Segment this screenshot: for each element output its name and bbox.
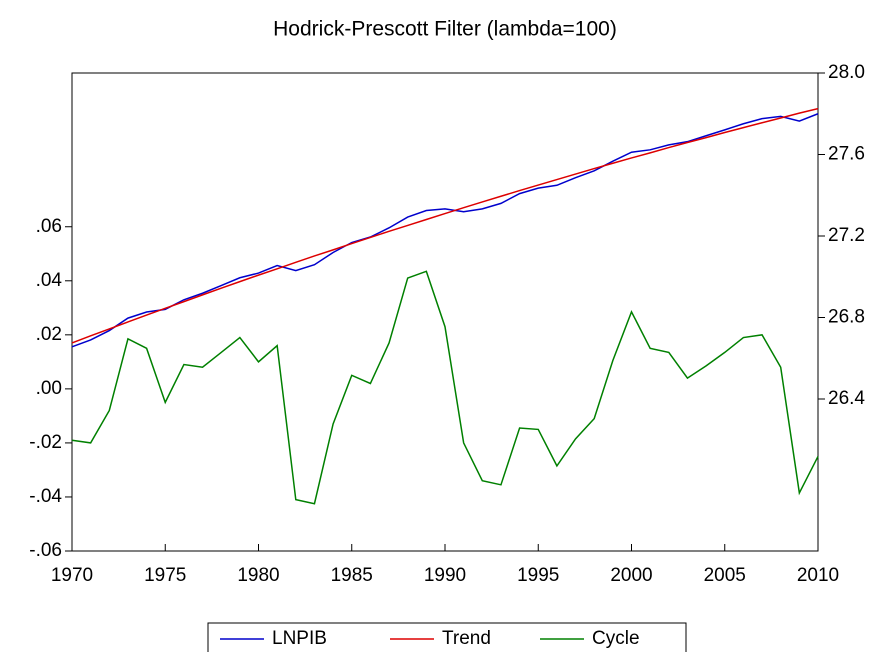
y-tick-label: .06 <box>36 216 62 237</box>
y2-tick-label: 26.8 <box>828 307 865 328</box>
y2-tick-label: 26.4 <box>828 388 865 409</box>
x-tick-label: 2010 <box>797 565 839 586</box>
y-tick-label: .02 <box>36 324 62 345</box>
legend-label: Trend <box>442 628 491 649</box>
y-tick-label: -.02 <box>29 432 62 453</box>
x-tick-label: 1970 <box>51 565 93 586</box>
y-tick-label: .00 <box>36 378 62 399</box>
series-line <box>71 107 819 344</box>
legend-label: Cycle <box>592 628 640 649</box>
y-tick-label: -.06 <box>29 540 62 561</box>
y-tick-label: .04 <box>36 270 63 291</box>
plot-frame <box>71 72 819 552</box>
series-line <box>71 113 819 348</box>
legend-label: LNPIB <box>272 628 327 649</box>
chart-title: Hodrick-Prescott Filter (lambda=100) <box>273 18 617 41</box>
x-tick-label: 2005 <box>704 565 746 586</box>
x-tick-label: 2000 <box>610 565 652 586</box>
y2-tick-label: 27.2 <box>828 225 865 246</box>
x-tick-label: 1985 <box>331 565 373 586</box>
x-tick-label: 1990 <box>424 565 466 586</box>
x-tick-label: 1995 <box>517 565 559 586</box>
y2-tick-label: 28.0 <box>828 62 865 83</box>
series-line <box>71 270 819 505</box>
y2-tick-label: 27.6 <box>828 144 865 165</box>
x-tick-label: 1980 <box>237 565 279 586</box>
legend-box <box>207 622 687 652</box>
x-tick-label: 1975 <box>144 565 186 586</box>
y-tick-label: -.04 <box>29 486 62 507</box>
